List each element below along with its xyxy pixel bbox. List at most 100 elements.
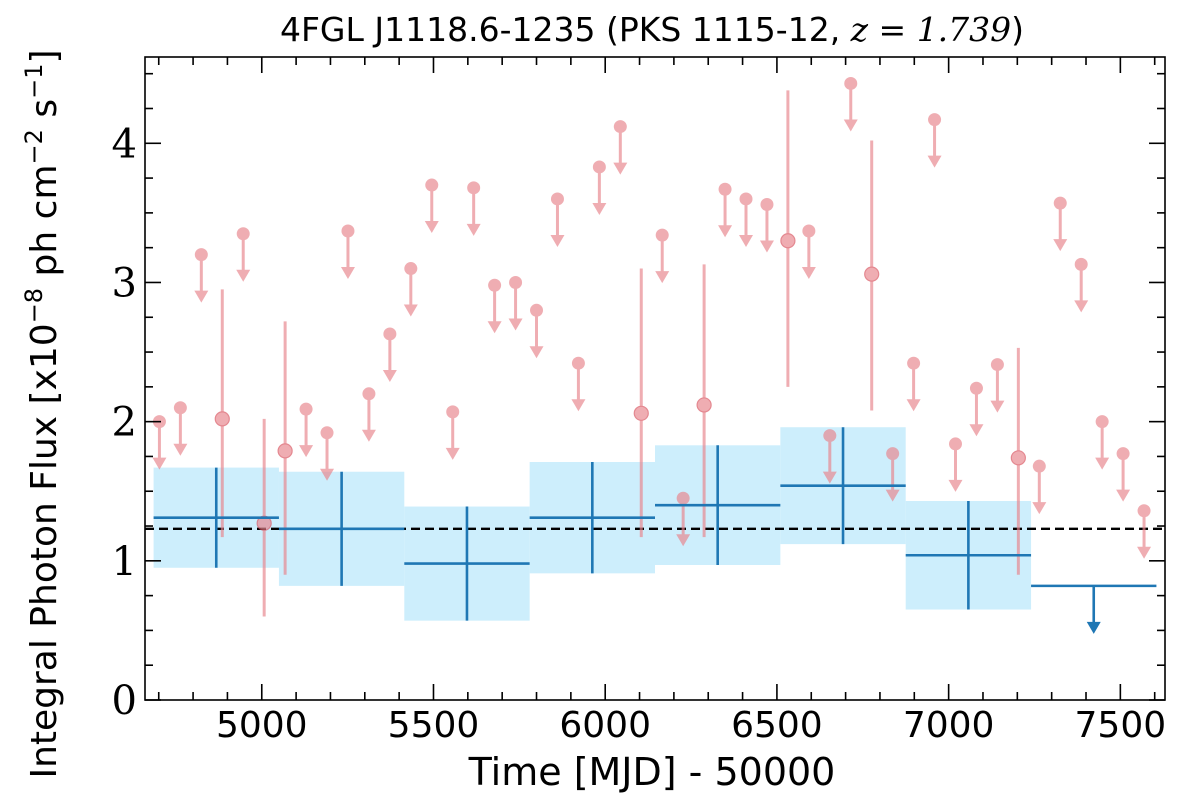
short-bin-upper-limit-arrow bbox=[592, 202, 607, 215]
short-bin-marker bbox=[530, 303, 544, 317]
short-bin-marker bbox=[571, 356, 585, 370]
short-bin-upper-limit-arrow bbox=[885, 489, 900, 502]
short-bin-point bbox=[633, 268, 649, 538]
short-bin-point bbox=[1053, 196, 1068, 252]
y-axis-label-main: Integral Photon Flux [x10 bbox=[24, 323, 65, 778]
short-bin-points bbox=[152, 76, 1152, 617]
short-bin-marker bbox=[990, 358, 1004, 372]
short-bin-point bbox=[277, 321, 293, 575]
y-axis-label-mid: ph cm bbox=[24, 164, 65, 287]
short-bin-marker bbox=[907, 356, 921, 370]
short-bin-marker bbox=[696, 397, 712, 413]
short-bin-upper-limit-arrow bbox=[676, 534, 691, 547]
short-bin-point bbox=[340, 224, 355, 279]
short-bin-marker bbox=[509, 275, 523, 289]
short-bin-upper-limit-arrow bbox=[759, 240, 774, 253]
short-bin-upper-limit-arrow bbox=[927, 155, 942, 168]
chart-title: 4FGL J1118.6-1235 (PKS 1115-12, z = 1.73… bbox=[280, 10, 1024, 49]
short-bin-point bbox=[1095, 415, 1110, 470]
short-bin-marker bbox=[404, 262, 418, 276]
short-bin-marker bbox=[1116, 447, 1130, 461]
short-bin-upper-limit-arrow bbox=[487, 321, 502, 334]
short-bin-point bbox=[550, 192, 565, 247]
short-bin-marker bbox=[299, 402, 313, 416]
short-bin-marker bbox=[341, 224, 355, 238]
y-axis-label: Integral Photon Flux [x10−8 ph cm−2 s−1] bbox=[20, 49, 65, 778]
y-axis-label-exp1: −8 bbox=[20, 288, 48, 323]
short-bin-upper-limit-arrow bbox=[236, 269, 251, 282]
short-bin-upper-limit-arrow bbox=[508, 318, 523, 331]
short-bin-marker bbox=[214, 411, 230, 427]
short-bin-marker bbox=[256, 515, 272, 531]
short-bin-point bbox=[1074, 257, 1089, 313]
short-bin-upper-limit-arrow bbox=[361, 429, 376, 442]
plot-frame bbox=[144, 56, 1166, 701]
short-bin-point bbox=[696, 264, 712, 538]
short-bin-upper-limit-arrow bbox=[1116, 489, 1131, 502]
y-axis-label-exp2: −2 bbox=[20, 129, 48, 164]
short-bin-upper-limit-arrow bbox=[571, 399, 586, 412]
short-bin-marker bbox=[1032, 459, 1046, 473]
short-bin-upper-limit-arrow bbox=[173, 443, 188, 456]
short-bin-point bbox=[739, 192, 754, 247]
short-bin-marker bbox=[194, 248, 208, 262]
short-bin-point bbox=[403, 262, 418, 317]
short-bin-marker bbox=[633, 405, 649, 421]
x-tick-label: 7500 bbox=[1075, 705, 1167, 746]
long-bin-points bbox=[153, 427, 1157, 634]
short-bin-point bbox=[320, 426, 335, 481]
short-bin-upper-limit-arrow bbox=[299, 445, 314, 458]
short-bin-point bbox=[948, 437, 963, 492]
short-bin-marker bbox=[928, 113, 942, 127]
short-bin-marker bbox=[362, 387, 376, 401]
long-bin-upper-limit-arrow bbox=[1086, 621, 1101, 634]
short-bin-point bbox=[466, 181, 481, 236]
short-bin-upper-limit-arrow bbox=[194, 290, 209, 303]
short-bin-marker bbox=[802, 224, 816, 238]
short-bin-marker bbox=[864, 266, 880, 282]
x-tick-label: 6000 bbox=[559, 705, 651, 746]
short-bin-point bbox=[718, 182, 733, 238]
short-bin-point bbox=[1032, 459, 1047, 515]
short-bin-point bbox=[843, 76, 858, 132]
short-bin-marker bbox=[969, 381, 983, 395]
short-bin-upper-limit-arrow bbox=[906, 399, 921, 412]
short-bin-point bbox=[445, 405, 460, 460]
short-bin-marker bbox=[844, 76, 858, 90]
short-bin-point bbox=[990, 358, 1005, 413]
short-bin-marker bbox=[592, 160, 606, 174]
short-bin-point bbox=[864, 140, 880, 411]
short-bin-marker bbox=[823, 429, 837, 443]
short-bin-point bbox=[214, 289, 230, 538]
x-tick-label: 6500 bbox=[731, 705, 823, 746]
short-bin-upper-limit-arrow bbox=[969, 424, 984, 437]
short-bin-upper-limit-arrow bbox=[822, 471, 837, 484]
short-bin-marker bbox=[173, 401, 187, 415]
short-bin-point bbox=[424, 178, 439, 234]
short-bin-point bbox=[759, 198, 774, 253]
y-axis-label-close: ] bbox=[24, 49, 65, 63]
short-bin-point bbox=[508, 275, 523, 331]
short-bin-marker bbox=[613, 120, 627, 134]
short-bin-marker bbox=[739, 192, 753, 206]
short-bin-marker bbox=[949, 437, 963, 451]
short-bin-marker bbox=[236, 227, 250, 241]
short-bin-upper-limit-arrow bbox=[1074, 300, 1089, 313]
short-bin-upper-limit-arrow bbox=[320, 468, 335, 481]
short-bin-point bbox=[194, 248, 209, 303]
short-bin-marker bbox=[425, 178, 439, 192]
x-tick-label: 7000 bbox=[903, 705, 995, 746]
short-bin-upper-limit-arrow bbox=[655, 271, 670, 284]
short-bin-marker bbox=[1074, 257, 1088, 271]
chart-title-close: ) bbox=[1011, 10, 1024, 49]
short-bin-upper-limit-arrow bbox=[990, 400, 1005, 413]
short-bin-point bbox=[822, 429, 837, 484]
short-bin-point bbox=[571, 356, 586, 412]
short-bin-upper-limit-arrow bbox=[340, 266, 355, 279]
short-bin-point bbox=[299, 402, 314, 458]
y-tick-label: 3 bbox=[112, 260, 137, 306]
short-bin-upper-limit-arrow bbox=[843, 119, 858, 132]
y-axis-label-exp3: −1 bbox=[20, 64, 48, 99]
short-bin-point bbox=[1116, 447, 1131, 502]
